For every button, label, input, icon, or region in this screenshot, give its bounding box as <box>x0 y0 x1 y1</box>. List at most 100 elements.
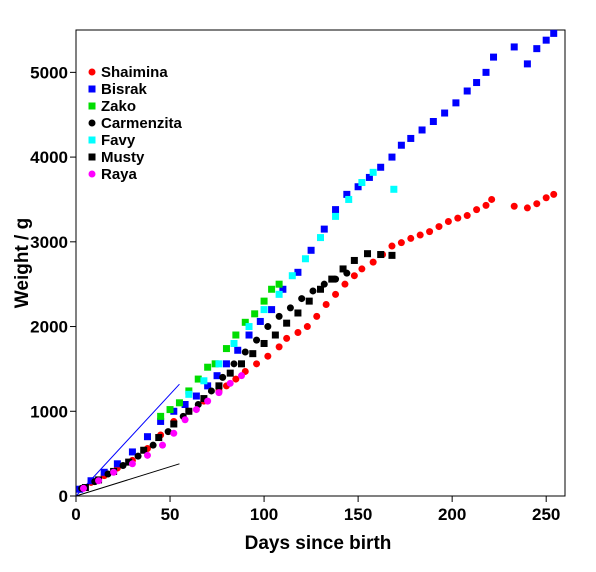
zako-point <box>175 399 183 407</box>
carmenzita-point <box>253 336 261 344</box>
shaimina-point <box>473 206 481 214</box>
legend-marker-bisrak <box>88 85 96 93</box>
bisrak-point <box>388 153 396 161</box>
shaimina-point <box>350 272 358 280</box>
carmenzita-point <box>207 387 215 395</box>
legend-marker-zako <box>88 102 96 110</box>
x-tick-label: 150 <box>344 505 372 524</box>
zako-point <box>157 412 165 420</box>
carmenzita-point <box>309 287 317 295</box>
favy-point <box>369 168 377 176</box>
favy-point <box>288 272 296 280</box>
raya-point <box>226 379 234 387</box>
zako-point <box>222 345 230 353</box>
shaimina-point <box>388 242 396 250</box>
shaimina-point <box>444 217 452 225</box>
bisrak-point <box>181 400 189 408</box>
x-tick-label: 0 <box>71 505 80 524</box>
carmenzita-point <box>219 373 227 381</box>
raya-point <box>192 406 200 414</box>
carmenzita-point <box>119 461 127 469</box>
shaimina-point <box>533 200 541 208</box>
y-tick-label: 1000 <box>30 402 68 421</box>
shaimina-point <box>463 212 471 220</box>
legend-label-carmenzita: Carmenzita <box>101 115 183 132</box>
musty-point <box>377 251 385 259</box>
bisrak-point <box>320 225 328 233</box>
bisrak-point <box>213 372 221 380</box>
bisrak-point <box>365 173 373 181</box>
shaimina-point <box>482 201 490 209</box>
carmenzita-point <box>164 428 172 436</box>
raya-point <box>110 468 118 476</box>
zako-point <box>232 331 240 339</box>
favy-point <box>301 255 309 263</box>
y-tick-label: 2000 <box>30 318 68 337</box>
zako-point <box>204 363 212 371</box>
carmenzita-point <box>286 304 294 312</box>
favy-point <box>230 339 238 347</box>
shaimina-point <box>510 202 518 210</box>
favy-point <box>332 212 340 220</box>
zako-point <box>194 375 202 383</box>
bisrak-point <box>354 183 362 191</box>
bisrak-point <box>307 246 315 254</box>
bisrak-point <box>418 126 426 134</box>
y-tick-label: 3000 <box>30 233 68 252</box>
bisrak-point <box>343 190 351 198</box>
x-tick-label: 100 <box>250 505 278 524</box>
shaimina-point <box>550 190 558 198</box>
musty-point <box>305 297 313 305</box>
bisrak-point <box>87 477 95 485</box>
shaimina-point <box>426 228 434 236</box>
legend-label-shaimina: Shaimina <box>101 64 168 81</box>
favy-point <box>275 290 283 298</box>
zako-point <box>211 360 219 368</box>
shaimina-point <box>264 352 272 360</box>
legend-marker-carmenzita <box>88 119 96 127</box>
bisrak-point <box>294 268 302 276</box>
shaimina-point <box>253 360 261 368</box>
bisrak-point <box>204 382 212 390</box>
x-axis-ticks: 0 50 100 150 200 250 <box>71 496 560 524</box>
bisrak-point <box>452 99 460 107</box>
carmenzita-point <box>275 312 283 320</box>
legend-label-zako: Zako <box>101 98 136 115</box>
bisrak-point <box>523 60 531 68</box>
shaimina-point <box>416 231 424 239</box>
carmenzita-point <box>298 295 306 303</box>
musty-point <box>317 285 324 293</box>
musty-point <box>328 275 336 283</box>
x-tick-label: 50 <box>161 505 180 524</box>
bisrak-point <box>128 448 136 456</box>
legend-label-musty: Musty <box>101 149 145 166</box>
raya-point <box>159 441 167 449</box>
x-axis-title: Days since birth <box>245 533 392 554</box>
legend-marker-favy <box>88 136 96 144</box>
bisrak-point <box>533 45 541 53</box>
carmenzita-point <box>149 441 157 449</box>
y-axis-ticks: 0 1000 2000 3000 4000 5000 <box>30 63 76 506</box>
shaimina-point <box>341 280 349 288</box>
shaimina-point <box>232 375 240 383</box>
bisrak-point <box>268 306 276 314</box>
bisrak-point <box>100 468 108 476</box>
carmenzita-point <box>230 360 238 368</box>
raya-point <box>128 460 136 468</box>
shaimina-point <box>294 328 302 336</box>
favy-point <box>245 323 253 331</box>
bisrak-point <box>279 285 287 293</box>
favy-point <box>390 185 398 193</box>
favy-point <box>185 390 193 398</box>
plot-frame <box>75 29 566 497</box>
shaimina-point <box>303 323 311 331</box>
bisrak-point <box>510 43 518 51</box>
legend-label-raya: Raya <box>101 166 138 183</box>
bisrak-point <box>482 68 490 76</box>
x-tick-label: 200 <box>438 505 466 524</box>
musty-point <box>140 446 148 454</box>
musty-point <box>215 382 223 390</box>
shaimina-point <box>369 258 377 266</box>
shaimina-point <box>435 223 443 231</box>
bisrak-point <box>377 163 385 171</box>
